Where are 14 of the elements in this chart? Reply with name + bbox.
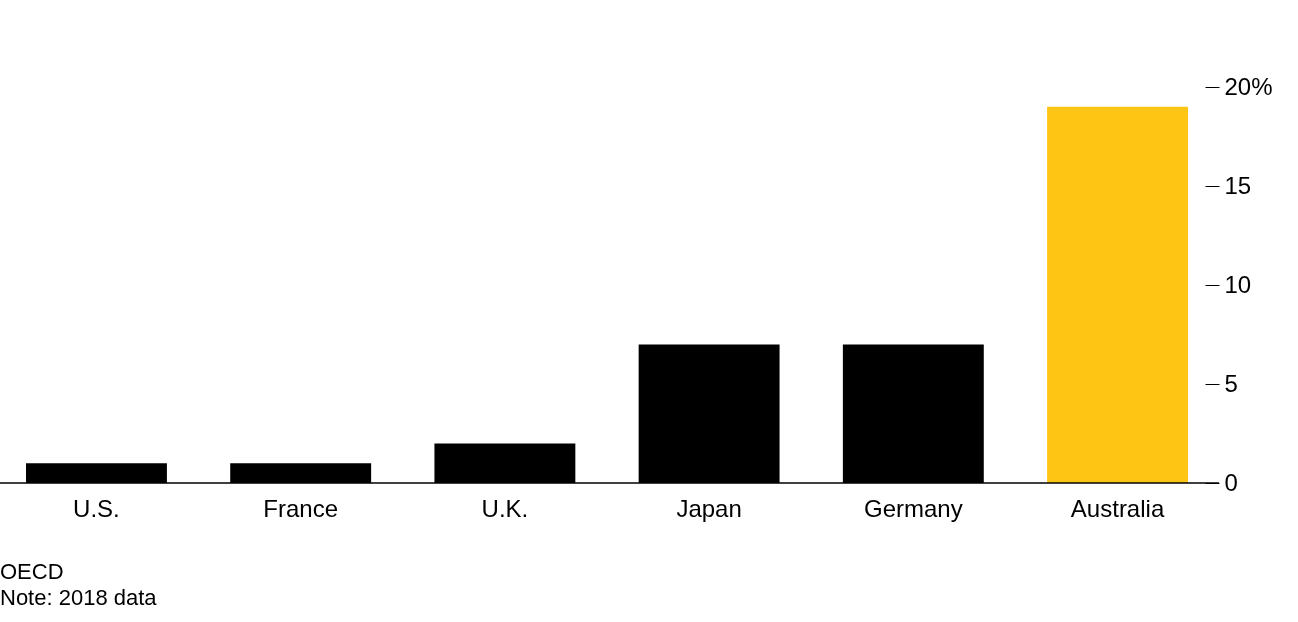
x-tick-label: U.S. xyxy=(73,494,120,522)
x-tick-label: Germany xyxy=(863,494,963,522)
x-tick-label: Japan xyxy=(676,494,742,522)
y-tick-label: 0 xyxy=(1224,468,1238,496)
text: OECD xyxy=(0,559,64,584)
x-tick-label: Australia xyxy=(1070,494,1165,522)
y-tick-label: 15 xyxy=(1224,171,1252,199)
text: Note: 2018 data xyxy=(0,585,158,610)
y-tick-label: 10 xyxy=(1224,270,1252,298)
bar xyxy=(1047,106,1188,483)
y-tick-label: 20% xyxy=(1224,72,1273,100)
x-tick-label: U.K. xyxy=(481,494,529,522)
x-tick-label: France xyxy=(263,494,339,522)
y-tick-label: 5 xyxy=(1224,369,1238,397)
